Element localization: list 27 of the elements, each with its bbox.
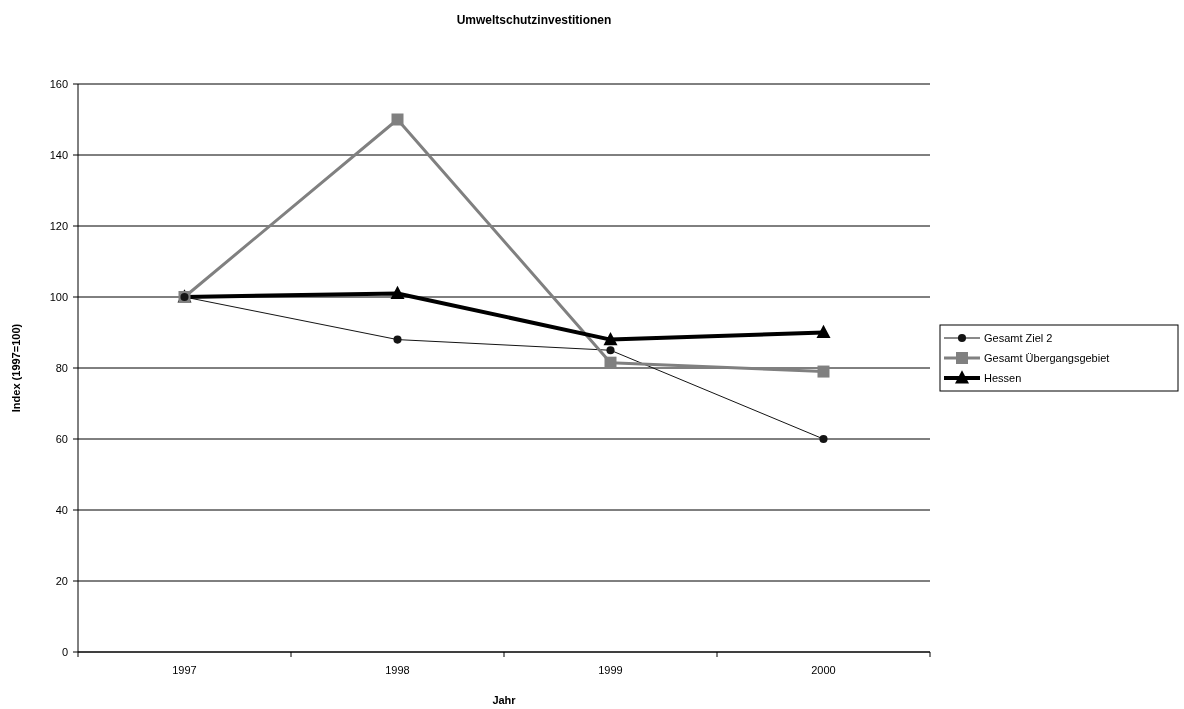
y-tick-label: 80: [55, 361, 68, 374]
y-axis-title: Index (1997=100): [10, 323, 22, 413]
point: [819, 434, 828, 444]
x-axis-title: Jahr: [492, 694, 517, 706]
x-tick-label: 1999: [598, 664, 623, 676]
point: [393, 335, 402, 344]
y-tick-label: 20: [55, 574, 68, 587]
y-tick-label: 160: [49, 77, 68, 90]
x-tick-label: 2000: [811, 664, 836, 676]
point: [606, 346, 615, 355]
y-tick-label: 40: [55, 503, 68, 516]
point: [390, 285, 405, 300]
legend-label: Gesamt Übergangsgebiet: [984, 351, 1110, 364]
point: [603, 331, 618, 346]
legend-label: Gesamt Ziel 2: [984, 331, 1053, 344]
y-tick-label: 140: [49, 148, 68, 161]
point: [816, 324, 831, 339]
legend-label: Hessen: [984, 371, 1022, 384]
point: [817, 365, 830, 378]
y-tick-label: 60: [55, 432, 68, 445]
y-tick-label: 0: [61, 645, 68, 658]
y-tick-label: 120: [49, 219, 68, 232]
y-tick-label: 100: [49, 290, 68, 303]
x-tick-label: 1997: [172, 664, 197, 676]
point: [391, 113, 404, 126]
x-tick-label: 1998: [385, 664, 410, 676]
chart-title: Umweltschutzinvestitionen: [456, 13, 612, 27]
